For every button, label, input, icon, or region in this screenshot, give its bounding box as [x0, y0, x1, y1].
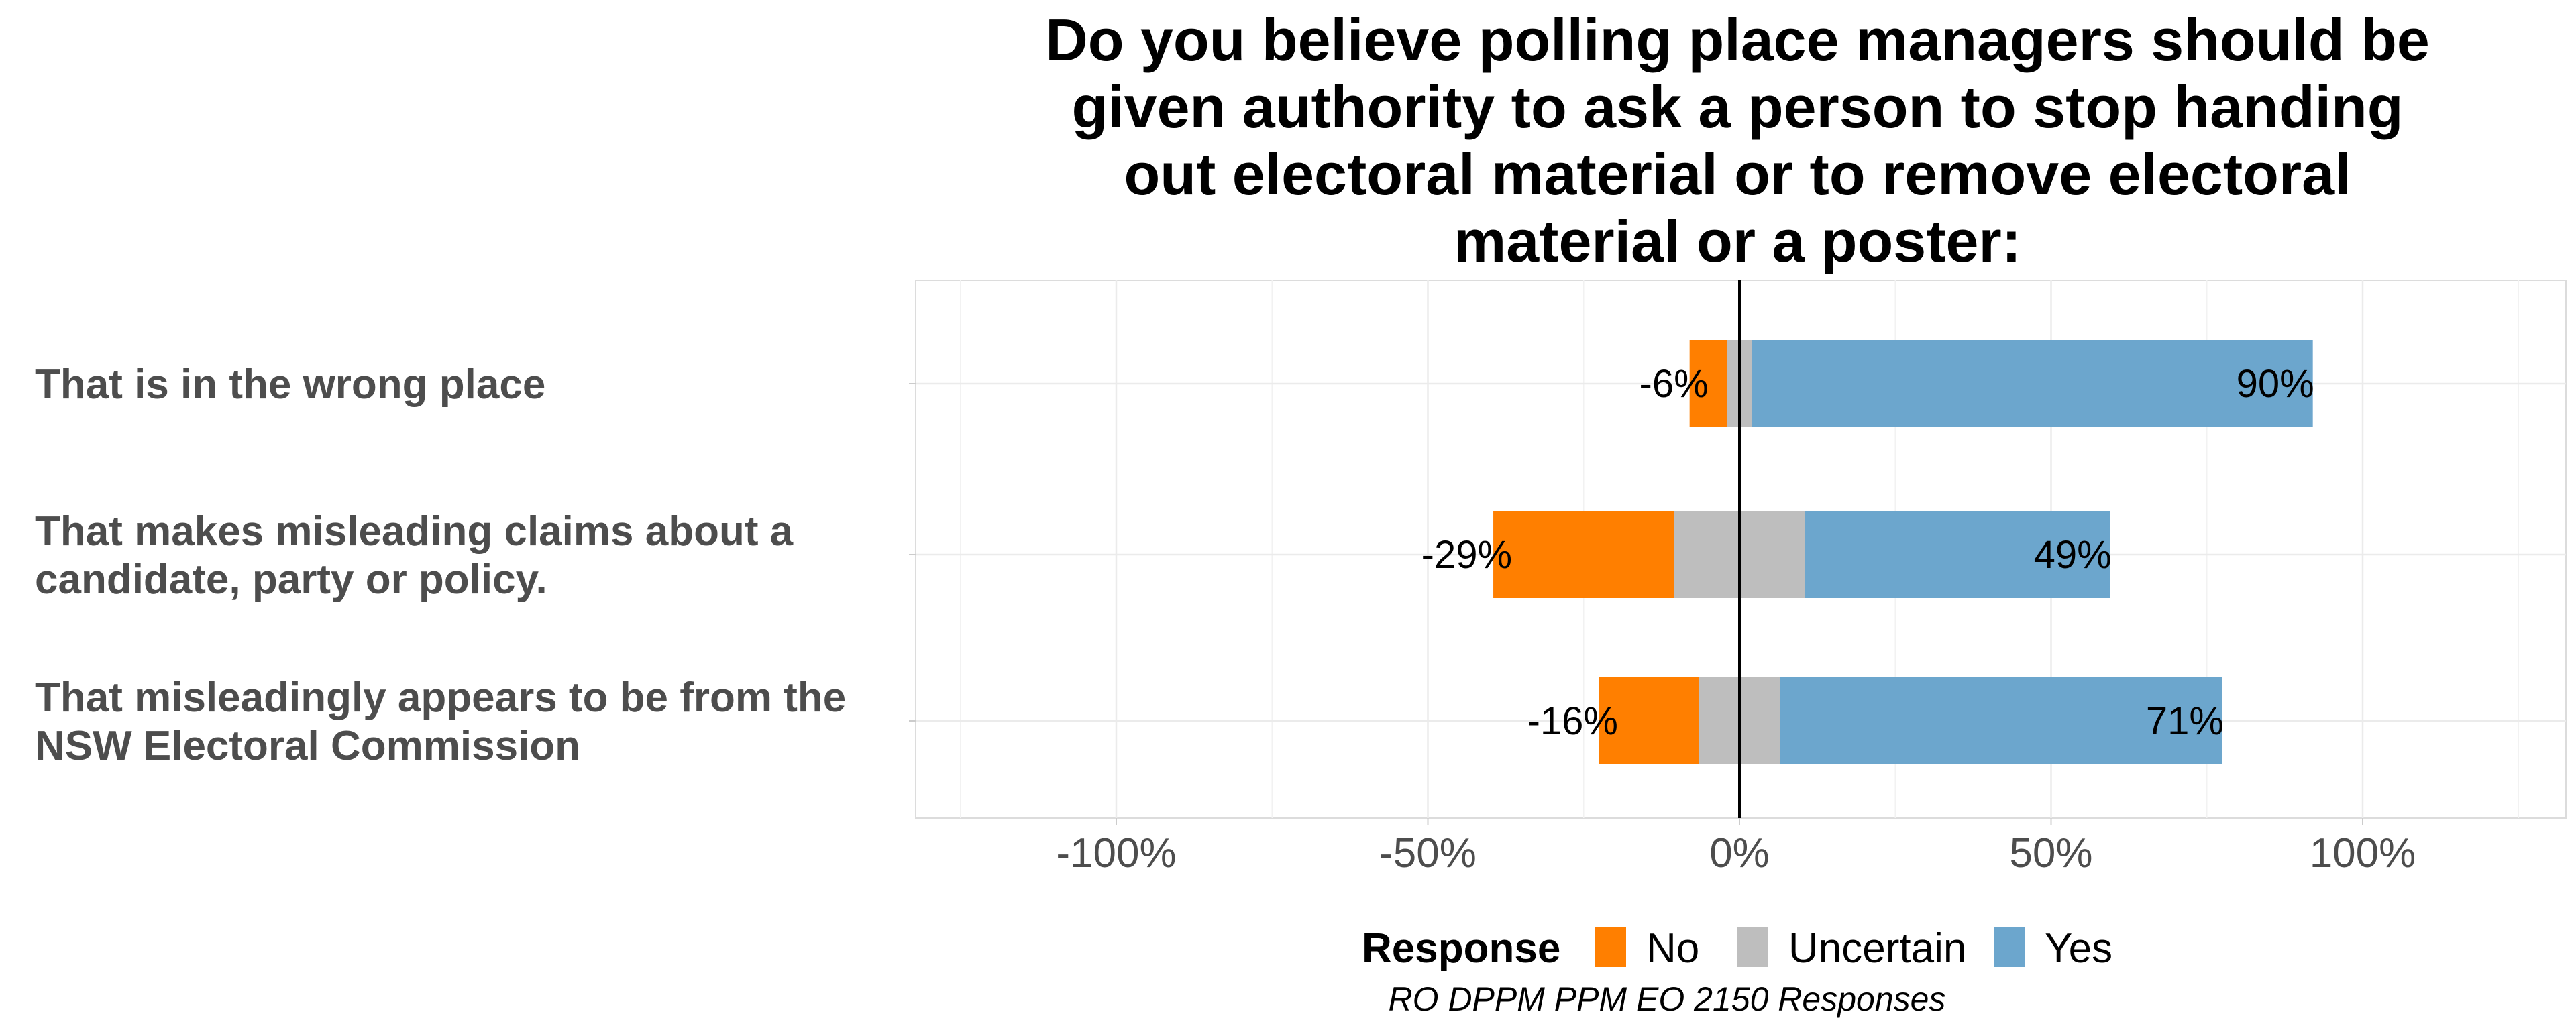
data-label-no: -16%	[1527, 699, 1618, 743]
x-tick-label: 100%	[2310, 830, 2416, 876]
x-tick-label: -100%	[1056, 830, 1176, 876]
data-label-yes: 90%	[2237, 362, 2314, 406]
chart-title-line: given authority to ask a person to stop …	[1071, 74, 2404, 140]
x-tick-label: 0%	[1709, 830, 1770, 876]
chart-caption: RO DPPM PPM EO 2150 Responses	[1389, 980, 1946, 1018]
bar-yes	[1780, 677, 2222, 764]
category-label: That is in the wrong place	[35, 361, 545, 408]
x-tick-label: -50%	[1379, 830, 1477, 876]
bar-no	[1599, 677, 1699, 764]
legend-label: No	[1646, 925, 1699, 972]
data-label-no: -29%	[1421, 533, 1512, 577]
data-label-no: -6%	[1640, 362, 1709, 406]
legend-key-no	[1595, 927, 1626, 967]
bar-no	[1689, 340, 1727, 427]
legend-key-uncertain	[1737, 927, 1768, 967]
bar-no	[1493, 511, 1674, 598]
bar-yes	[1752, 340, 2313, 427]
data-label-yes: 49%	[2034, 533, 2112, 577]
legend-label: Uncertain	[1788, 925, 1966, 972]
legend-title: Response	[1362, 925, 1560, 972]
legend-label: Yes	[2045, 925, 2112, 972]
category-label: NSW Electoral Commission	[35, 723, 580, 769]
chart-title: Do you believe polling place managers sh…	[919, 7, 2556, 275]
x-tick-label: 50%	[2009, 830, 2092, 876]
chart-title-line: material or a poster:	[1453, 208, 2022, 274]
legend-key-yes	[1994, 927, 2025, 967]
bar-yes	[1805, 511, 2110, 598]
data-label-yes: 71%	[2146, 699, 2224, 743]
category-label: That misleadingly appears to be from the	[35, 675, 846, 721]
category-label: candidate, party or policy.	[35, 557, 547, 603]
chart-title-line: Do you believe polling place managers sh…	[1045, 7, 2430, 73]
chart-title-line: out electoral material or to remove elec…	[1124, 141, 2351, 207]
category-label: That makes misleading claims about a	[35, 508, 794, 555]
